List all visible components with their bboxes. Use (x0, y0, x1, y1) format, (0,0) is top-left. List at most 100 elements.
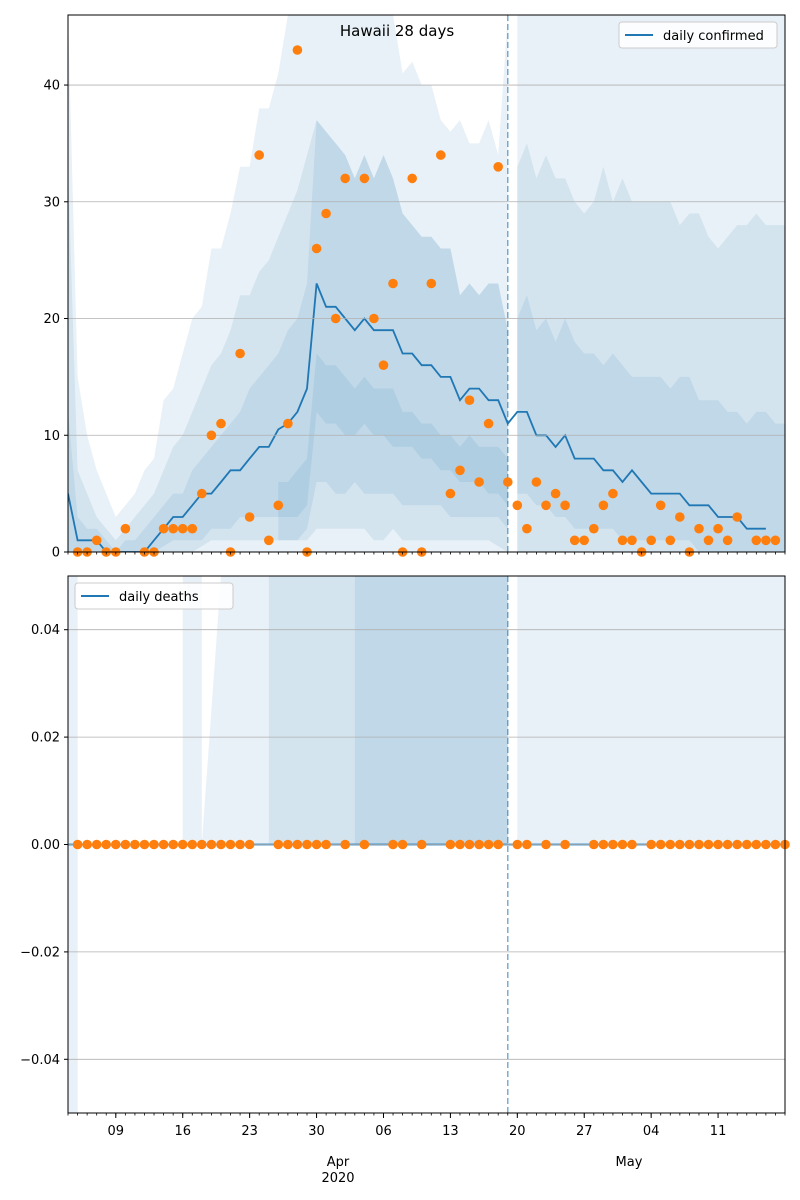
data-point (149, 839, 159, 850)
plot-area (68, 15, 785, 552)
data-point (541, 839, 551, 850)
y-tick-label: 10 (43, 429, 60, 444)
x-tick-label: 11 (710, 1124, 727, 1139)
data-point (770, 839, 781, 850)
data-point (684, 839, 695, 850)
data-point (330, 313, 341, 324)
data-point (464, 839, 475, 850)
data-point (235, 348, 245, 359)
x-tick-label: 30 (308, 1124, 325, 1139)
data-point (197, 839, 207, 850)
uncertainty-band-outer (201, 576, 508, 845)
data-point (369, 313, 379, 324)
data-point (655, 839, 666, 850)
data-point (522, 839, 532, 850)
data-point (388, 839, 398, 850)
data-point (206, 430, 217, 441)
data-point (598, 500, 609, 511)
data-point (168, 523, 178, 534)
data-point (531, 477, 542, 487)
x-tick-label: 06 (375, 1124, 392, 1139)
data-point (627, 535, 637, 546)
data-point (91, 535, 102, 546)
legend: daily deaths (74, 582, 234, 610)
data-point (675, 839, 685, 850)
data-point (225, 839, 236, 850)
data-point (713, 839, 723, 850)
data-point (589, 839, 599, 850)
data-point (617, 535, 628, 546)
data-point (130, 839, 140, 850)
legend-label: daily deaths (119, 590, 199, 605)
data-point (82, 839, 92, 850)
data-point (713, 523, 723, 534)
data-point (340, 173, 351, 184)
data-point (273, 839, 284, 850)
y-tick-label: 40 (43, 79, 60, 94)
data-point (340, 839, 351, 850)
data-point (302, 839, 312, 850)
data-point (608, 839, 618, 850)
data-point (560, 839, 570, 850)
data-point (359, 839, 370, 850)
uncertainty-band-outer (517, 15, 785, 552)
data-point (550, 488, 561, 499)
year-label: 2020 (321, 1171, 354, 1186)
data-point (722, 839, 733, 850)
y-tick-label: 0.04 (31, 623, 60, 638)
data-point (732, 512, 742, 522)
data-point (206, 839, 217, 850)
data-point (589, 523, 599, 534)
data-point (436, 150, 446, 160)
data-point (522, 523, 532, 534)
data-point (91, 839, 102, 850)
y-tick-label: 30 (43, 195, 60, 210)
x-axis: 09 16 23 30 06 13 20 27 04 11 (67, 552, 786, 1139)
data-point (770, 535, 781, 546)
data-point (216, 839, 226, 850)
data-point (646, 839, 656, 850)
data-point (139, 839, 150, 850)
data-point (378, 360, 389, 371)
data-point (111, 839, 121, 850)
data-point (627, 839, 637, 850)
data-point (187, 523, 198, 534)
data-point (244, 839, 255, 850)
confirmed-panel: 0 10 20 30 40 daily confirmed (43, 14, 786, 561)
uncertainty-band-middle (268, 576, 508, 845)
uncertainty-band-middle (68, 120, 508, 552)
data-point (426, 278, 437, 289)
month-label-apr: Apr (327, 1155, 350, 1170)
legend: daily confirmed (618, 21, 778, 49)
y-tick-label: 20 (43, 312, 60, 327)
data-point (694, 839, 704, 850)
chart-title: Hawaii 28 days (340, 22, 454, 40)
legend-label: daily confirmed (663, 29, 764, 44)
plot-frame (67, 575, 786, 1114)
data-point (483, 839, 494, 850)
data-point (158, 523, 169, 534)
y-tick-label: −0.04 (20, 1053, 60, 1068)
data-point (216, 418, 226, 429)
data-point (311, 839, 322, 850)
data-point (732, 839, 742, 850)
x-tick-label: 04 (643, 1124, 660, 1139)
data-point (168, 839, 178, 850)
data-point (158, 839, 169, 850)
data-point (101, 839, 111, 850)
data-point (541, 500, 551, 511)
data-point (761, 839, 771, 850)
x-tick-label: 16 (174, 1124, 191, 1139)
data-point (244, 512, 255, 522)
month-label-may: May (616, 1155, 643, 1170)
data-point (254, 150, 264, 160)
series-line-daily-confirmed (68, 283, 766, 552)
y-tick-label: 0.02 (31, 731, 60, 746)
data-point (120, 523, 131, 534)
uncertainty-band-inner (68, 120, 508, 552)
data-point (560, 500, 570, 511)
data-point (483, 418, 494, 429)
data-point (512, 839, 523, 850)
data-point (187, 839, 198, 850)
